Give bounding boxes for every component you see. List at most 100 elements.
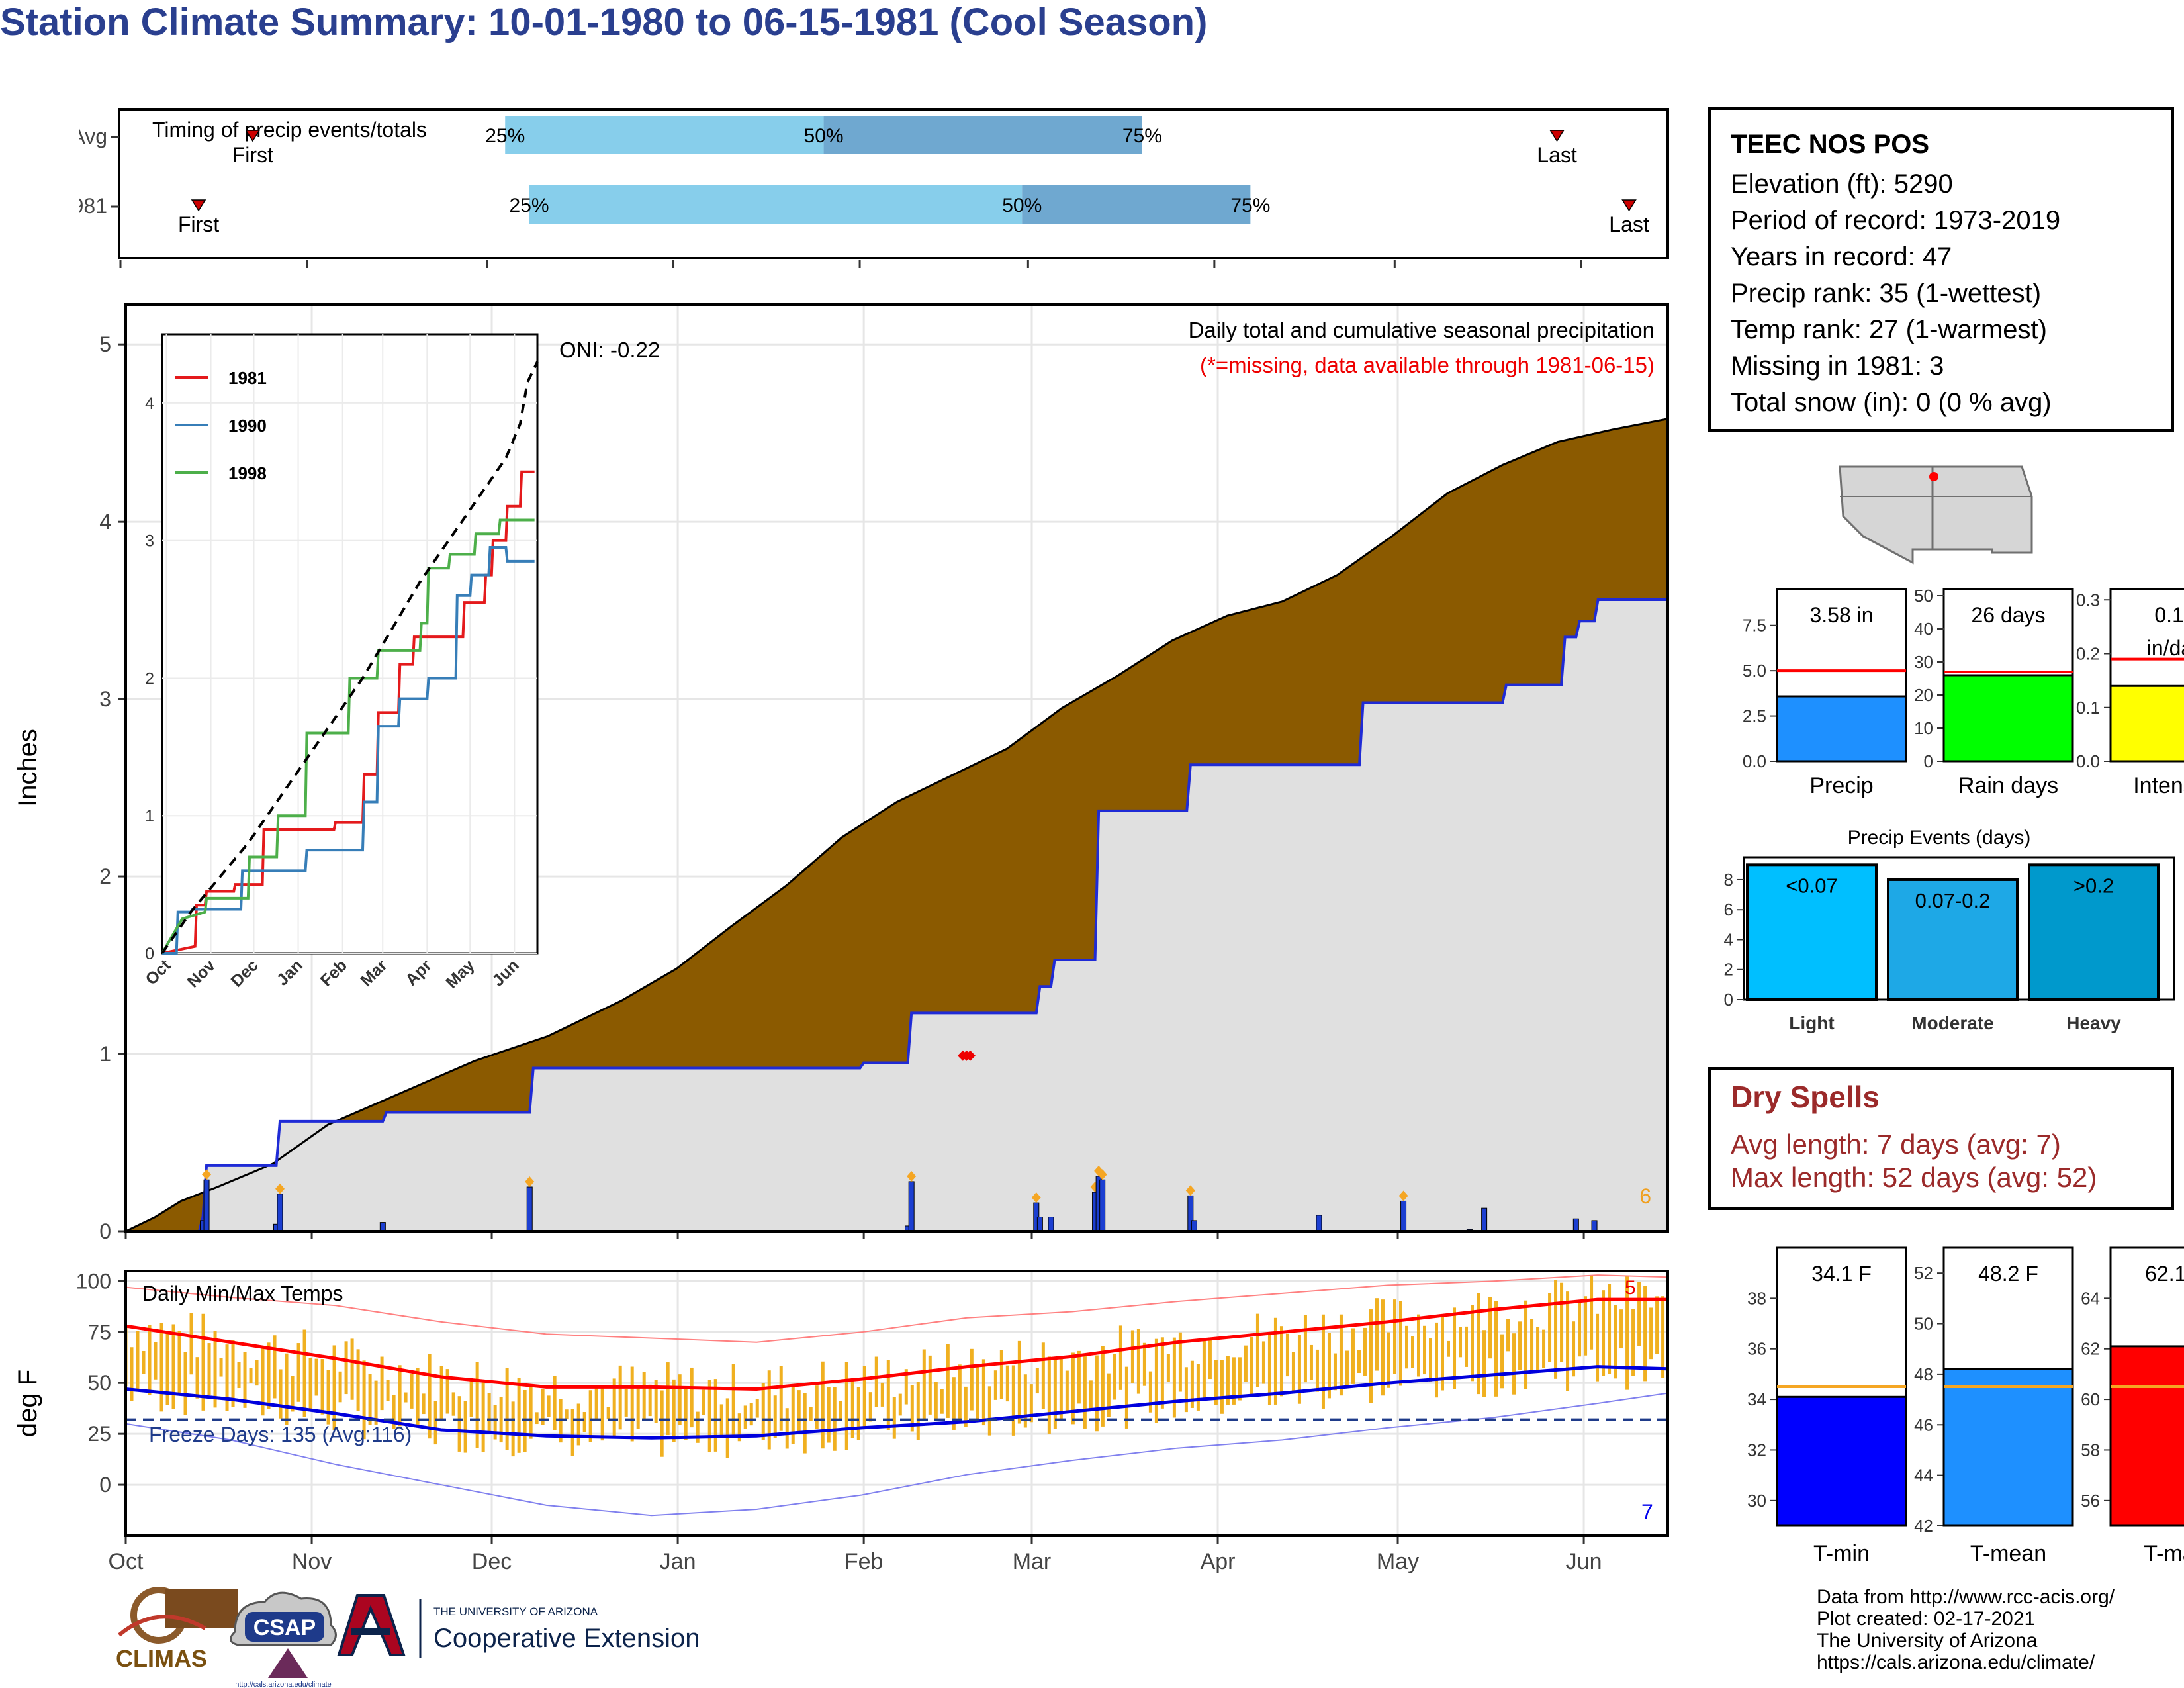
temp-daily-bar <box>499 1397 503 1443</box>
temp-daily-bar <box>827 1387 831 1443</box>
daily-precip-marker <box>275 1183 285 1194</box>
temp-daily-bar <box>1232 1357 1236 1405</box>
daily-precip-bar <box>1572 1218 1579 1232</box>
record-max-line <box>125 1274 1668 1343</box>
temp-daily-bar <box>690 1367 694 1428</box>
temp-daily-bar <box>1536 1327 1540 1372</box>
events-title: Precip Events (days) <box>1848 827 2031 849</box>
temp-summary-bars: 30 32 34 36 38 34.1 F T-min 42 44 46 48 50 52 48.2 F T… <box>1747 1246 2184 1566</box>
timing-p25-label: 25% <box>485 125 525 147</box>
avg-min-line <box>125 1365 1668 1440</box>
temp-daily-bar <box>964 1386 968 1427</box>
temp-daily-bar <box>487 1393 491 1434</box>
temp-daily-bar <box>1530 1319 1534 1374</box>
temp-daily-bar <box>1619 1309 1623 1349</box>
temp-daily-bar <box>1494 1301 1498 1397</box>
temp-daily-bar <box>1566 1291 1570 1391</box>
temp-daily-bar <box>1381 1299 1385 1396</box>
mini-panel-label: Precip <box>1809 773 1873 798</box>
temp-daily-bar <box>993 1370 997 1400</box>
temp-daily-bar <box>195 1357 199 1399</box>
temp-daily-bar <box>1649 1307 1653 1360</box>
temp-daily-bar <box>356 1349 360 1411</box>
temp-daily-bar <box>457 1396 461 1452</box>
temp-daily-bar <box>1071 1352 1075 1425</box>
daily-precip-marker <box>525 1176 535 1188</box>
temp-daily-bar <box>1428 1338 1432 1382</box>
temp-ytick-label: 0 <box>99 1473 111 1497</box>
credit-line: Data from http://www.rcc-acis.org/ <box>1817 1586 2115 1608</box>
temp-daily-bar <box>1441 1314 1445 1391</box>
temp-daily-bar <box>749 1403 753 1426</box>
temp-daily-bar <box>439 1366 443 1421</box>
mini-ytick-label: 30 <box>1747 1491 1766 1511</box>
temp-daily-bar <box>898 1393 902 1416</box>
daily-precip-marker <box>202 1169 212 1180</box>
dry-spells-title: Dry Spells <box>1731 1080 1880 1114</box>
temp-daily-bar <box>362 1360 366 1440</box>
timing-bar-q1 <box>505 116 824 154</box>
temp-daily-bar <box>1339 1314 1343 1396</box>
temp-daily-bar <box>1584 1296 1588 1356</box>
temp-daily-bar <box>1065 1370 1069 1411</box>
temp-daily-bar <box>1238 1357 1242 1401</box>
temp-daily-bar <box>821 1361 825 1449</box>
temp-daily-bar <box>463 1401 467 1453</box>
temp-daily-bar <box>1041 1342 1045 1409</box>
temp-daily-bar <box>428 1354 432 1439</box>
temp-daily-bar <box>171 1324 175 1409</box>
temp-xtick-label: Jun <box>1566 1549 1602 1574</box>
mini-ytick-label: 0.1 <box>2076 698 2100 718</box>
temp-daily-bar <box>1542 1329 1546 1368</box>
csap-url: http://cals.arizona.edu/climate <box>235 1681 332 1688</box>
temp-daily-bar <box>928 1355 932 1415</box>
temp-daily-bar <box>1345 1350 1349 1387</box>
temp-daily-bar <box>314 1358 318 1396</box>
ua-small-text: THE UNIVERSITY OF ARIZONA <box>433 1605 598 1618</box>
timing-p75-label: 75% <box>1230 195 1270 216</box>
daily-precip-marker <box>1185 1185 1195 1196</box>
mini-bar-t-min <box>1776 1395 1907 1527</box>
temp-daily-bar <box>1453 1307 1457 1389</box>
temp-daily-bar <box>868 1392 872 1422</box>
ua-logo: THE UNIVERSITY OF ARIZONA Cooperative Ex… <box>337 1594 700 1658</box>
daily-precip-bar <box>1099 1179 1106 1232</box>
events-category-label: Heavy <box>2066 1013 2121 1033</box>
temp-daily-bar <box>1285 1333 1289 1377</box>
temp-daily-bar <box>136 1331 140 1390</box>
temp-daily-bar <box>600 1385 604 1441</box>
temp-daily-bar <box>368 1374 372 1425</box>
mini-value-label: 34.1 F <box>1811 1262 1872 1286</box>
mini-ytick-label: 64 <box>2081 1288 2100 1308</box>
timing-title: Timing of precip events/totals <box>152 118 427 142</box>
dry-spells-avg: Avg length: 7 days (avg: 7) <box>1731 1129 2061 1160</box>
temp-daily-bar <box>243 1352 247 1408</box>
inset-legend-label: 1981 <box>228 368 267 388</box>
temp-daily-bar <box>707 1380 711 1453</box>
mini-ytick-label: 2.5 <box>1743 706 1766 726</box>
temp-daily-bar <box>332 1345 336 1430</box>
temp-daily-bar <box>636 1387 640 1429</box>
temp-daily-bar <box>1590 1275 1594 1350</box>
temp-daily-bar <box>1333 1353 1337 1391</box>
mini-ytick-label: 36 <box>1747 1339 1766 1359</box>
temp-daily-bar <box>165 1332 169 1405</box>
observed-cumulative-fill <box>126 600 1668 1231</box>
timing-first-label: First <box>232 143 273 167</box>
timing-first-label: First <box>178 212 219 236</box>
temp-daily-bar <box>1267 1335 1271 1405</box>
temp-daily-bar <box>886 1360 890 1430</box>
temp-title: Daily Min/Max Temps <box>142 1282 343 1305</box>
temp-daily-bar <box>302 1329 306 1417</box>
station-period: Period of record: 1973-2019 <box>1731 206 2061 235</box>
events-ytick-label: 2 <box>1724 960 1733 980</box>
temp-daily-bar <box>291 1376 295 1412</box>
timing-p50-label: 50% <box>1002 195 1042 216</box>
temp-daily-bar <box>1291 1352 1295 1393</box>
logos: CLIMAS CSAP http://cals.arizona.edu/clim… <box>116 1587 700 1688</box>
temp-daily-bar <box>767 1370 771 1450</box>
temp-daily-bar <box>1053 1360 1057 1429</box>
temp-daily-bar <box>970 1348 974 1411</box>
temp-daily-bar <box>529 1386 533 1439</box>
temp-daily-bar <box>797 1390 801 1432</box>
